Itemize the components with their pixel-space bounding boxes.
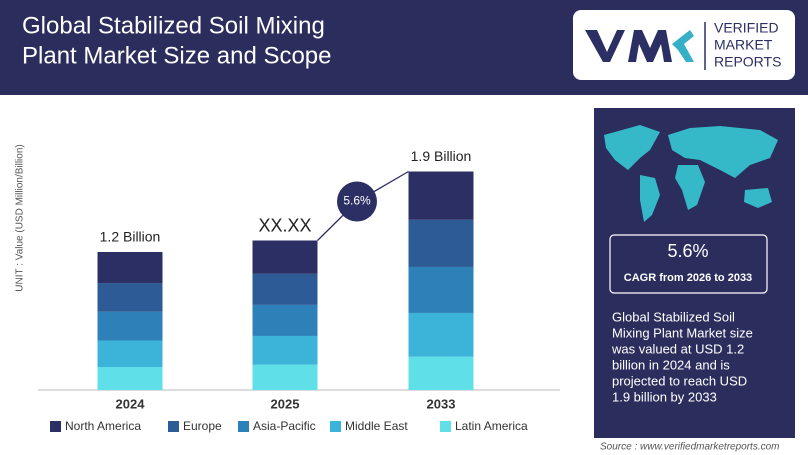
bar-segment: [408, 312, 474, 357]
legend-swatch: [168, 421, 179, 432]
title-line: Plant Market Size and Scope: [22, 42, 332, 69]
x-tick-label: 2024: [116, 396, 146, 411]
description-line: was valued at USD 1.2: [611, 341, 744, 356]
cagr-box: [609, 234, 768, 294]
bar-segment: [97, 311, 163, 341]
title-line: Global Stabilized Soil Mixing: [22, 12, 325, 39]
logo-text: REPORTS: [714, 54, 781, 70]
legend-label: Asia-Pacific: [253, 419, 316, 433]
description-line: Mixing Plant Market size: [612, 325, 753, 340]
legend-label: Europe: [183, 419, 222, 433]
legend-swatch: [330, 421, 341, 432]
legend-label: North America: [65, 419, 141, 433]
total-label: 1.9 Billion: [411, 148, 472, 164]
description-line: Global Stabilized Soil: [612, 309, 735, 324]
bar-segment: [408, 171, 474, 220]
world-map: [604, 125, 778, 222]
x-tick-label: 2025: [271, 396, 300, 411]
cagr-bubble: [337, 181, 377, 222]
legend-swatch: [50, 421, 61, 432]
description-line: 1.9 billion by 2033: [612, 389, 717, 404]
bar-segment: [252, 304, 318, 336]
legend-label: Latin America: [455, 419, 528, 433]
x-tick-label: 2033: [427, 396, 456, 411]
total-label: 1.2 Billion: [100, 229, 161, 245]
bar-segment: [252, 364, 318, 390]
logo-mark: [585, 22, 706, 70]
legend-swatch: [440, 421, 451, 432]
bar-segment: [97, 340, 163, 367]
source: Source : www.verifiedmarketreports.com: [600, 442, 780, 453]
legend-label: Middle East: [345, 419, 408, 433]
description-line: projected to reach USD: [612, 373, 747, 388]
bar-segment: [408, 219, 474, 267]
description-line: billion in 2024 and is: [612, 357, 730, 372]
cagr-caption: CAGR from 2026 to 2033: [624, 272, 752, 284]
bar-segment: [408, 266, 474, 313]
cagr-bubble-label: 5.6%: [343, 194, 371, 208]
logo-text: MARKET: [714, 37, 773, 53]
bar-segment: [97, 252, 163, 284]
bar-segment: [97, 367, 163, 390]
total-label: XX.XX: [258, 215, 311, 235]
bar-segment: [408, 356, 474, 390]
bar-segment: [252, 240, 318, 274]
cagr-value: 5.6%: [667, 241, 708, 261]
bar-segment: [97, 283, 163, 312]
bar-segment: [252, 273, 318, 305]
y-axis-label: UNIT : Value (USD Million/Billion): [15, 144, 26, 291]
logo-text: VERIFIED: [714, 20, 779, 36]
legend-swatch: [238, 421, 249, 432]
bar-segment: [252, 335, 318, 365]
